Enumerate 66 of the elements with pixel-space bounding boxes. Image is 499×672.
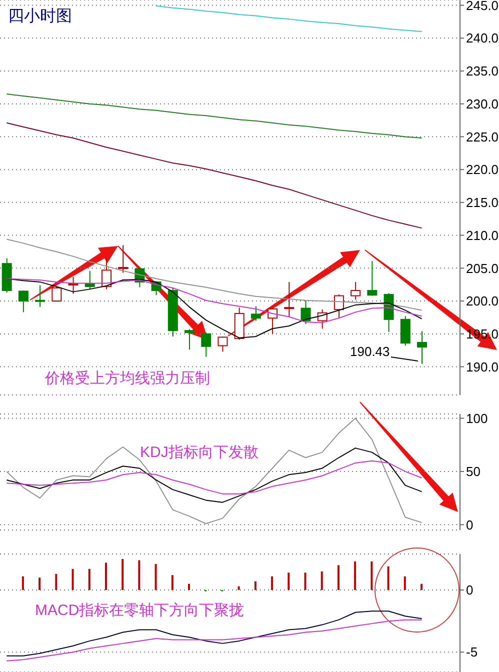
candlestick <box>218 336 228 352</box>
bar <box>138 560 140 590</box>
bar <box>238 586 240 590</box>
candlestick <box>417 330 427 364</box>
y-tick-label: 245.0 <box>466 0 499 13</box>
bar <box>72 568 74 590</box>
annotation: 价格受上方均线强力压制 <box>45 369 210 388</box>
y-tick-label: 190.0 <box>466 359 499 374</box>
candlestick <box>284 281 294 318</box>
bar <box>370 561 373 590</box>
candlestick <box>300 300 311 325</box>
annotation: MACD指标在零轴下方向下聚拢 <box>35 601 244 620</box>
candlestick <box>184 328 195 350</box>
annotation: 190.43 <box>350 344 390 359</box>
y-tick-label: 210.0 <box>466 228 499 243</box>
bar <box>404 576 406 590</box>
annotation: KDJ指标向下发散 <box>140 443 258 462</box>
y-tick-label: 205.0 <box>466 260 499 276</box>
bar <box>288 572 290 590</box>
bar <box>104 562 107 590</box>
bar <box>122 558 124 590</box>
y-tick-label: -5 <box>466 644 478 660</box>
bar <box>320 571 323 590</box>
bar <box>354 561 356 590</box>
text: 四小时图 <box>8 6 72 27</box>
bar <box>387 566 390 590</box>
bar <box>188 584 190 590</box>
line-series <box>6 460 422 494</box>
candlestick <box>52 286 62 302</box>
y-tick-label: 0 <box>466 582 474 598</box>
line-series <box>156 5 422 32</box>
candlestick <box>118 244 128 274</box>
bar <box>154 564 157 590</box>
bar <box>337 565 340 590</box>
candlestick <box>35 284 46 308</box>
y-tick-label: 240.0 <box>466 30 499 46</box>
line-series <box>6 122 422 229</box>
bar <box>38 578 41 590</box>
bar <box>420 584 422 590</box>
candlestick <box>201 332 212 358</box>
y-tick-label: 50 <box>466 464 480 480</box>
y-tick-label: 220.0 <box>466 162 499 178</box>
bar <box>171 575 174 590</box>
y-tick-label: 200.0 <box>466 294 499 309</box>
bar <box>55 574 58 590</box>
bar <box>22 576 24 590</box>
line-series <box>6 93 422 139</box>
candlestick <box>250 306 261 322</box>
candlestick <box>18 290 28 313</box>
bar <box>254 581 256 590</box>
bar <box>271 576 274 590</box>
candlestick <box>68 276 78 294</box>
candlestick <box>350 281 361 300</box>
y-tick-label: 230.0 <box>466 96 499 112</box>
candlestick <box>367 260 378 296</box>
y-tick-label: 225.0 <box>466 129 499 144</box>
y-tick-label: 100 <box>466 410 488 426</box>
y-tick-label: 235.0 <box>466 64 499 79</box>
candlestick <box>400 316 410 346</box>
line-series <box>6 418 422 524</box>
bar <box>88 568 90 590</box>
y-tick-label: 0 <box>466 517 474 532</box>
y-tick-label: 215.0 <box>466 195 499 210</box>
line-series <box>6 238 422 311</box>
bar <box>304 572 306 590</box>
line-series <box>6 619 422 662</box>
